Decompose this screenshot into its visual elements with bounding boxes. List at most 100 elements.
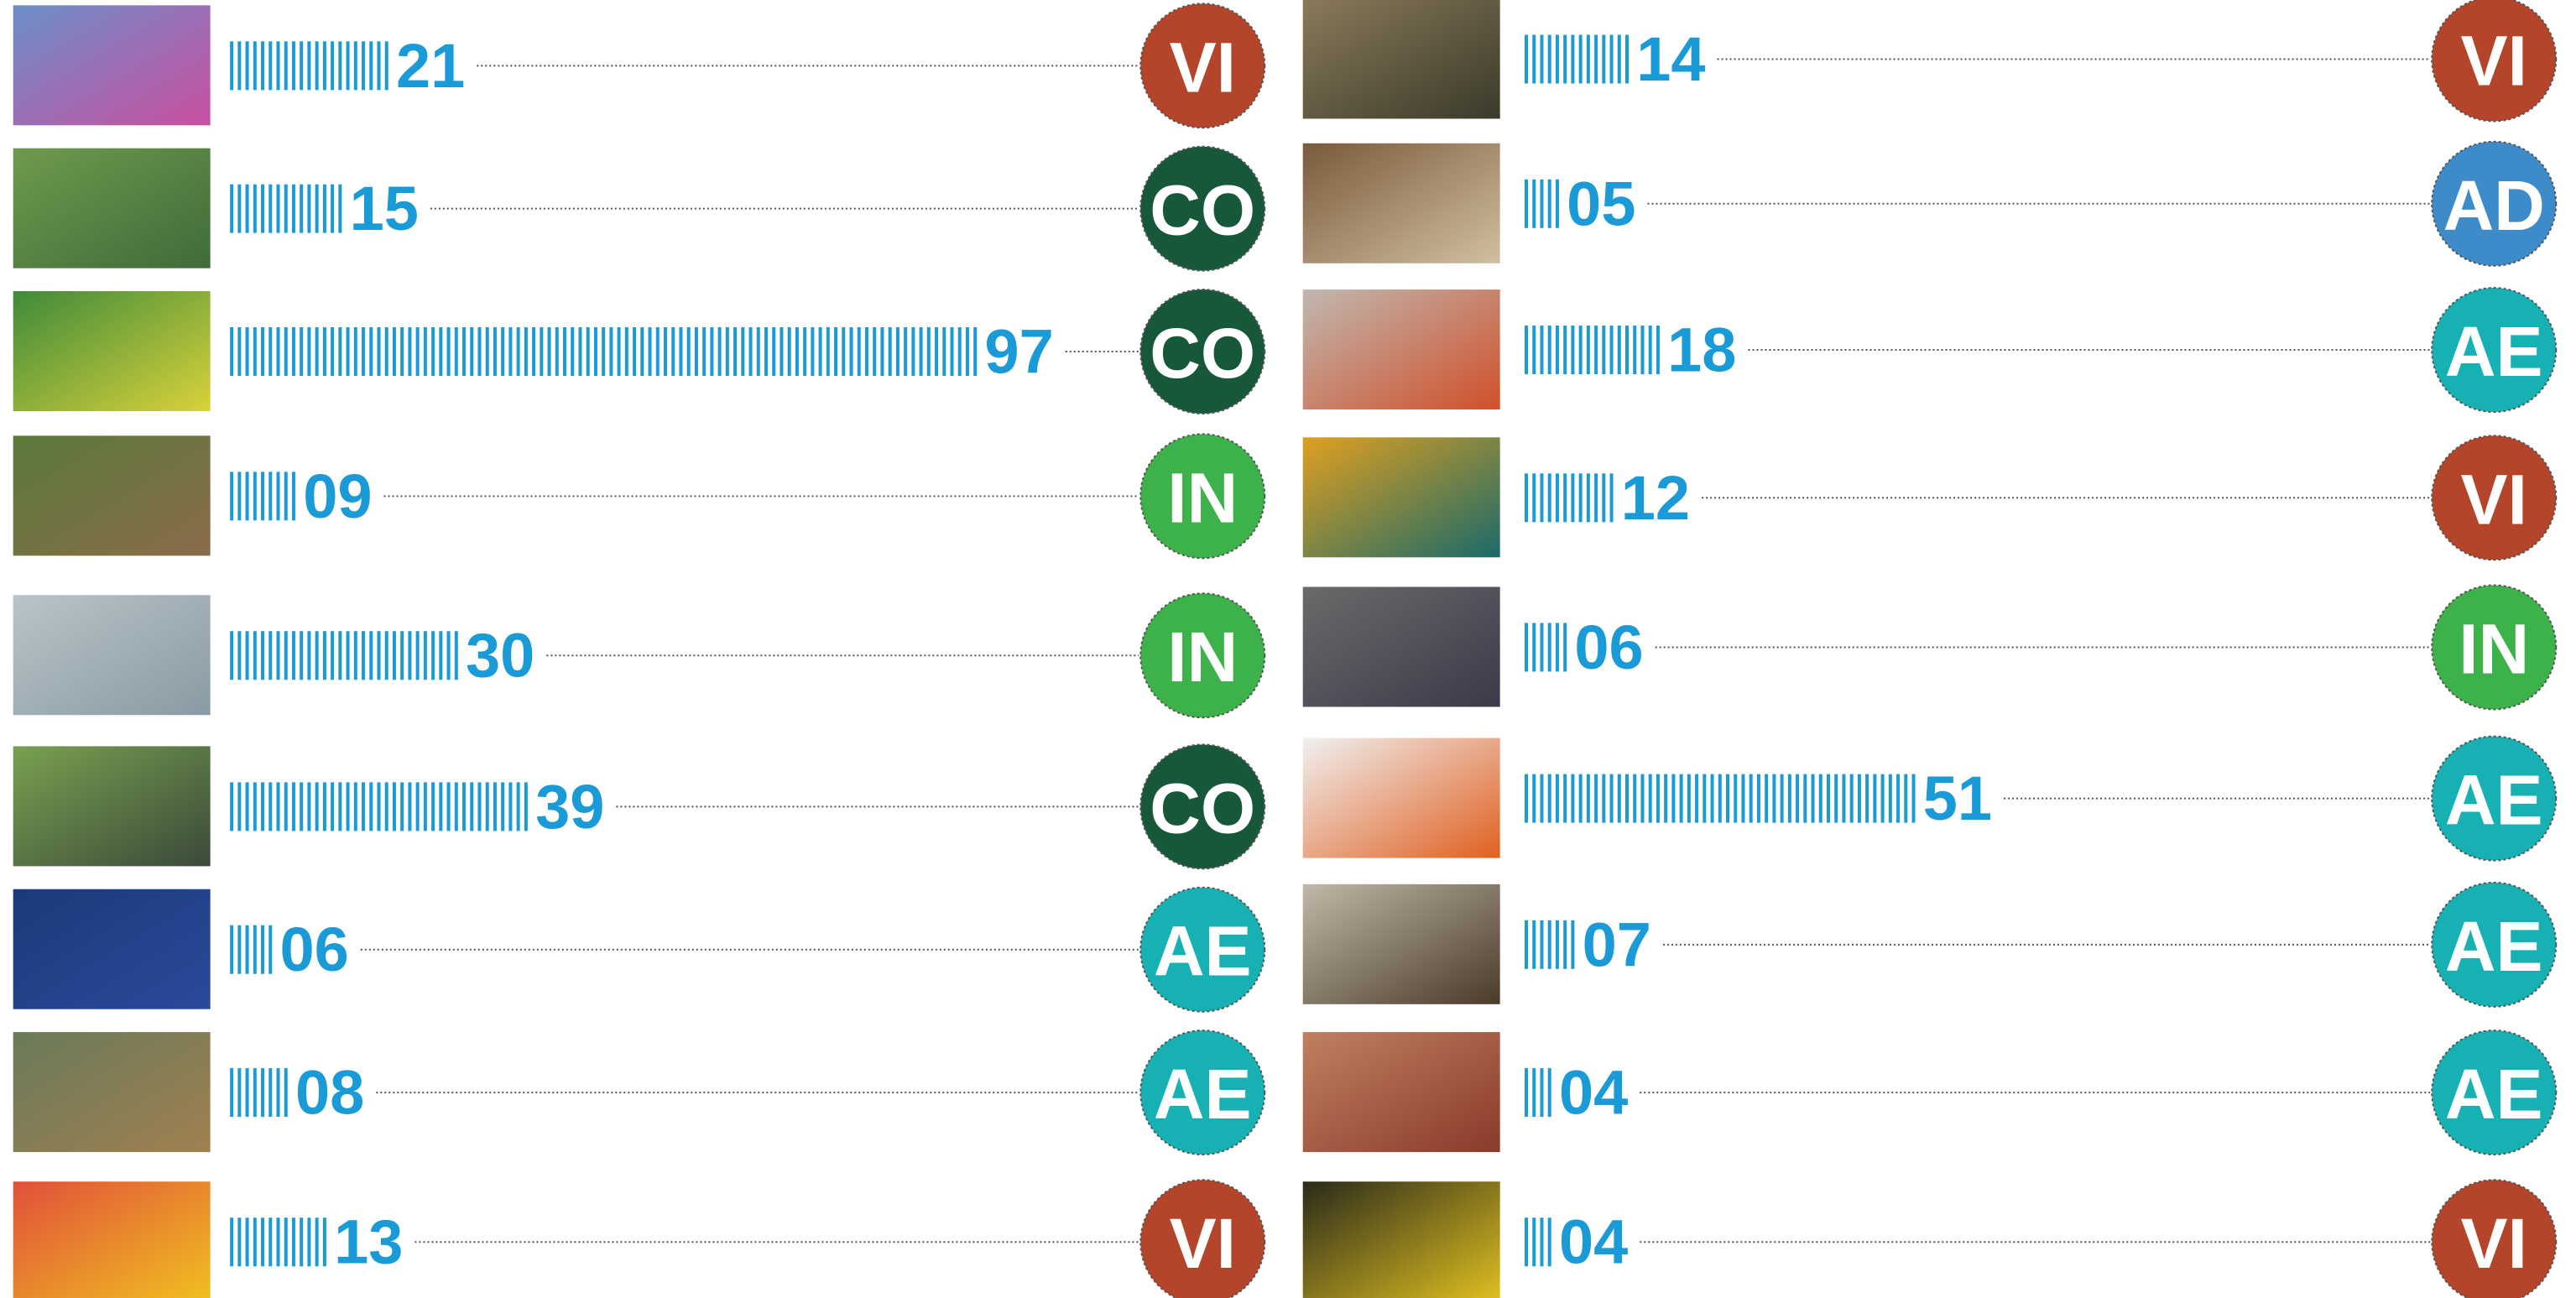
bar-tick <box>261 41 264 90</box>
bar-tick <box>858 327 861 376</box>
bar-tick <box>338 327 342 376</box>
bar-tick <box>261 327 264 376</box>
value-label: 30 <box>466 621 534 691</box>
bar-tick <box>780 327 783 376</box>
bar-tick <box>323 782 326 831</box>
bar-tick <box>408 782 411 831</box>
bar-tick <box>284 1217 288 1266</box>
bar-tick <box>718 327 722 376</box>
bar-tick <box>819 327 822 376</box>
bar-tick <box>904 327 907 376</box>
bar-tick <box>377 631 380 680</box>
tick-bar <box>230 472 295 520</box>
bar-tick <box>973 327 977 376</box>
bar-tick <box>1819 774 1822 823</box>
bar-tick <box>307 1217 310 1266</box>
bar-tick <box>1587 34 1590 83</box>
badge-label: VI <box>2461 21 2527 100</box>
bar-tick <box>865 327 868 376</box>
photo <box>1303 143 1500 263</box>
bar-tick <box>1726 774 1729 823</box>
bar-tick <box>284 41 288 90</box>
bar-tick <box>462 782 466 831</box>
bar-tick <box>292 185 295 233</box>
bar-tick <box>1640 326 1644 374</box>
bar-tick <box>369 631 373 680</box>
bar-tick <box>803 327 806 376</box>
bar-tick <box>811 327 814 376</box>
bar-tick <box>447 782 451 831</box>
photo <box>1303 738 1500 858</box>
bar-tick <box>1540 326 1543 374</box>
bar-tick <box>1850 774 1854 823</box>
bar-tick <box>1703 774 1706 823</box>
bar-tick <box>354 41 357 90</box>
bar-tick <box>230 472 233 520</box>
bar-tick <box>517 327 520 376</box>
bar-tick <box>1803 774 1807 823</box>
photo <box>1303 1181 1500 1298</box>
bar-tick <box>1602 774 1605 823</box>
bar-tick <box>1896 774 1900 823</box>
bar-tick <box>369 41 373 90</box>
bar-tick <box>1587 774 1590 823</box>
value-label: 18 <box>1667 315 1736 385</box>
bar-tick <box>284 185 288 233</box>
bar-tick <box>277 185 280 233</box>
bar-tick <box>649 327 652 376</box>
bar-tick <box>269 1068 272 1117</box>
bar-tick <box>1610 473 1614 522</box>
bar-tick <box>230 1068 233 1117</box>
bar-tick <box>307 631 310 680</box>
bar-tick <box>261 185 264 233</box>
bar-tick <box>618 327 621 376</box>
bar-tick <box>277 327 280 376</box>
bar-tick <box>393 327 396 376</box>
tick-bar <box>230 1068 288 1117</box>
bar-tick <box>253 185 257 233</box>
bar-tick <box>246 185 249 233</box>
bar-tick <box>284 472 288 520</box>
bar-tick <box>253 41 257 90</box>
bar-tick <box>517 782 520 831</box>
tick-bar <box>1525 1068 1551 1117</box>
bar-tick <box>300 631 303 680</box>
bar-tick <box>1540 774 1543 823</box>
bar-tick <box>1587 473 1590 522</box>
bar-tick <box>1873 774 1876 823</box>
bar-tick <box>237 41 241 90</box>
photo <box>1303 1032 1500 1152</box>
bar-tick <box>656 327 660 376</box>
bar-tick <box>889 327 892 376</box>
bar-tick <box>757 327 760 376</box>
bar-tick <box>307 782 310 831</box>
bar-tick <box>772 327 775 376</box>
bar-tick <box>1540 920 1543 969</box>
bar-tick <box>230 1217 233 1266</box>
bar-tick <box>424 782 427 831</box>
bar-tick <box>1548 1217 1551 1266</box>
bar-tick <box>1587 326 1590 374</box>
bar-tick <box>253 782 257 831</box>
bar-tick <box>532 327 535 376</box>
value-label: 05 <box>1567 169 1635 238</box>
bar-tick <box>400 327 404 376</box>
bar-tick <box>1548 920 1551 969</box>
bar-tick <box>362 41 365 90</box>
bar-tick <box>300 41 303 90</box>
bar-tick <box>1556 623 1559 671</box>
bar-tick <box>1525 920 1528 969</box>
bar-tick <box>1602 473 1605 522</box>
bar-tick <box>347 327 350 376</box>
bar-tick <box>277 1217 280 1266</box>
bar-tick <box>540 327 543 376</box>
bar-tick <box>555 327 559 376</box>
bar-tick <box>338 41 342 90</box>
bar-tick <box>1610 326 1614 374</box>
bar-tick <box>331 185 334 233</box>
bar-tick <box>362 327 365 376</box>
bar-tick <box>424 327 427 376</box>
bar-tick <box>1633 326 1636 374</box>
bar-tick <box>1842 774 1845 823</box>
bar-tick <box>1858 774 1861 823</box>
